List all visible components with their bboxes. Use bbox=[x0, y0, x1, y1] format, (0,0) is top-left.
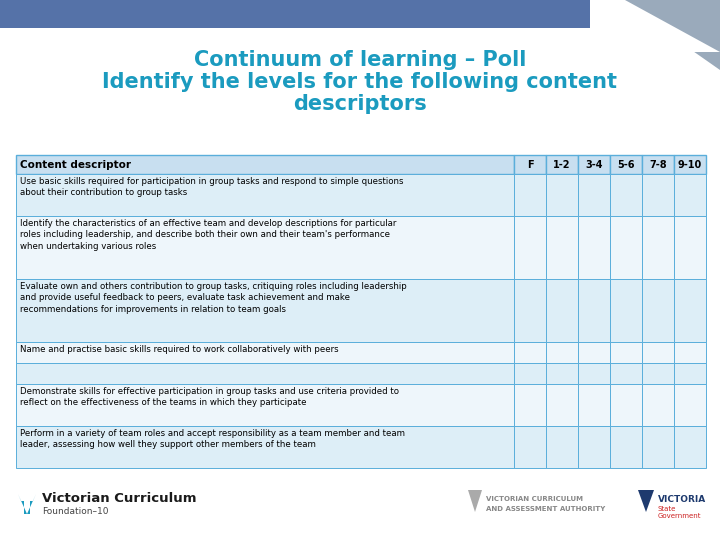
Bar bbox=[610, 426, 642, 468]
Polygon shape bbox=[27, 494, 36, 514]
Bar bbox=[16, 384, 514, 426]
Bar bbox=[578, 426, 610, 468]
Bar bbox=[642, 426, 674, 468]
Bar bbox=[674, 426, 706, 468]
Bar bbox=[610, 216, 642, 279]
Bar bbox=[16, 174, 514, 216]
Bar bbox=[546, 216, 578, 279]
Text: AND ASSESSMENT AUTHORITY: AND ASSESSMENT AUTHORITY bbox=[486, 506, 606, 512]
Bar bbox=[642, 155, 674, 174]
Bar bbox=[514, 279, 546, 342]
Bar bbox=[674, 174, 706, 216]
Bar bbox=[642, 363, 674, 384]
Bar bbox=[610, 342, 642, 363]
Text: 1-2: 1-2 bbox=[553, 159, 571, 170]
Bar bbox=[674, 216, 706, 279]
Bar bbox=[578, 384, 610, 426]
Bar bbox=[514, 363, 546, 384]
Text: Victorian Curriculum: Victorian Curriculum bbox=[42, 492, 197, 505]
Text: 7-8: 7-8 bbox=[649, 159, 667, 170]
Bar bbox=[546, 384, 578, 426]
Bar bbox=[578, 363, 610, 384]
Text: 3-4: 3-4 bbox=[585, 159, 603, 170]
Bar bbox=[674, 384, 706, 426]
Text: Content descriptor: Content descriptor bbox=[20, 159, 131, 170]
Text: Identify the levels for the following content: Identify the levels for the following co… bbox=[102, 72, 618, 92]
Bar bbox=[610, 155, 642, 174]
Polygon shape bbox=[585, 0, 720, 52]
Text: F: F bbox=[527, 159, 534, 170]
Bar bbox=[578, 155, 610, 174]
Text: Identify the characteristics of an effective team and develop descriptions for p: Identify the characteristics of an effec… bbox=[20, 219, 397, 251]
Text: 9-10: 9-10 bbox=[678, 159, 702, 170]
Bar bbox=[546, 363, 578, 384]
Bar bbox=[610, 279, 642, 342]
Bar bbox=[16, 342, 514, 363]
Text: Government: Government bbox=[658, 513, 701, 519]
Bar bbox=[546, 155, 578, 174]
Polygon shape bbox=[468, 490, 482, 512]
Bar bbox=[578, 174, 610, 216]
Text: State: State bbox=[658, 506, 676, 512]
Bar bbox=[674, 363, 706, 384]
Bar bbox=[674, 279, 706, 342]
Bar bbox=[610, 174, 642, 216]
Bar bbox=[514, 155, 546, 174]
Bar bbox=[546, 342, 578, 363]
Polygon shape bbox=[18, 494, 27, 514]
Text: 5-6: 5-6 bbox=[617, 159, 635, 170]
Text: Perform in a variety of team roles and accept responsibility as a team member an: Perform in a variety of team roles and a… bbox=[20, 429, 405, 449]
Bar bbox=[642, 342, 674, 363]
Polygon shape bbox=[620, 0, 720, 70]
Bar bbox=[16, 363, 514, 384]
Bar bbox=[674, 342, 706, 363]
Text: Continuum of learning – Poll: Continuum of learning – Poll bbox=[194, 50, 526, 70]
Bar bbox=[514, 384, 546, 426]
Text: Demonstrate skills for effective participation in group tasks and use criteria p: Demonstrate skills for effective partici… bbox=[20, 387, 399, 408]
Bar bbox=[610, 363, 642, 384]
Bar bbox=[578, 342, 610, 363]
Bar bbox=[16, 426, 514, 468]
Bar bbox=[546, 426, 578, 468]
Bar bbox=[16, 155, 514, 174]
Bar bbox=[610, 384, 642, 426]
Text: Evaluate own and others contribution to group tasks, critiquing roles including : Evaluate own and others contribution to … bbox=[20, 282, 407, 314]
Bar bbox=[514, 426, 546, 468]
Bar bbox=[674, 155, 706, 174]
Text: Name and practise basic skills required to work collaboratively with peers: Name and practise basic skills required … bbox=[20, 345, 338, 354]
Text: VICTORIA: VICTORIA bbox=[658, 495, 706, 503]
Bar bbox=[578, 216, 610, 279]
Text: VICTORIAN CURRICULUM: VICTORIAN CURRICULUM bbox=[486, 496, 583, 502]
Bar bbox=[546, 174, 578, 216]
Bar bbox=[642, 384, 674, 426]
Bar bbox=[0, 0, 590, 28]
Bar bbox=[16, 279, 514, 342]
Polygon shape bbox=[638, 490, 654, 512]
Bar bbox=[642, 174, 674, 216]
Bar bbox=[514, 174, 546, 216]
Text: Use basic skills required for participation in group tasks and respond to simple: Use basic skills required for participat… bbox=[20, 177, 403, 198]
Bar bbox=[0, 0, 590, 28]
Bar bbox=[546, 279, 578, 342]
Bar bbox=[514, 216, 546, 279]
Text: descriptors: descriptors bbox=[293, 94, 427, 114]
Bar bbox=[642, 279, 674, 342]
Bar bbox=[578, 279, 610, 342]
Text: Foundation–10: Foundation–10 bbox=[42, 507, 109, 516]
Bar bbox=[16, 216, 514, 279]
Bar bbox=[642, 216, 674, 279]
Bar bbox=[514, 342, 546, 363]
